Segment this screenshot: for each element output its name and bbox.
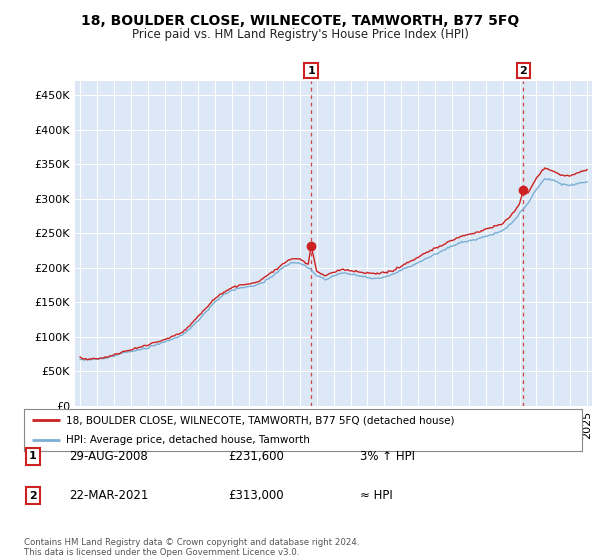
Text: 22-MAR-2021: 22-MAR-2021 — [69, 489, 148, 502]
Text: HPI: Average price, detached house, Tamworth: HPI: Average price, detached house, Tamw… — [66, 435, 310, 445]
Text: 3% ↑ HPI: 3% ↑ HPI — [360, 450, 415, 463]
Text: ≈ HPI: ≈ HPI — [360, 489, 393, 502]
Text: 1: 1 — [307, 66, 315, 76]
Text: 2: 2 — [520, 66, 527, 76]
Text: Price paid vs. HM Land Registry's House Price Index (HPI): Price paid vs. HM Land Registry's House … — [131, 28, 469, 41]
Text: 1: 1 — [29, 451, 37, 461]
Text: 29-AUG-2008: 29-AUG-2008 — [69, 450, 148, 463]
Text: 18, BOULDER CLOSE, WILNECOTE, TAMWORTH, B77 5FQ (detached house): 18, BOULDER CLOSE, WILNECOTE, TAMWORTH, … — [66, 415, 454, 425]
Text: £313,000: £313,000 — [228, 489, 284, 502]
Text: £231,600: £231,600 — [228, 450, 284, 463]
Text: 18, BOULDER CLOSE, WILNECOTE, TAMWORTH, B77 5FQ: 18, BOULDER CLOSE, WILNECOTE, TAMWORTH, … — [81, 14, 519, 28]
Text: Contains HM Land Registry data © Crown copyright and database right 2024.
This d: Contains HM Land Registry data © Crown c… — [24, 538, 359, 557]
Text: 2: 2 — [29, 491, 37, 501]
